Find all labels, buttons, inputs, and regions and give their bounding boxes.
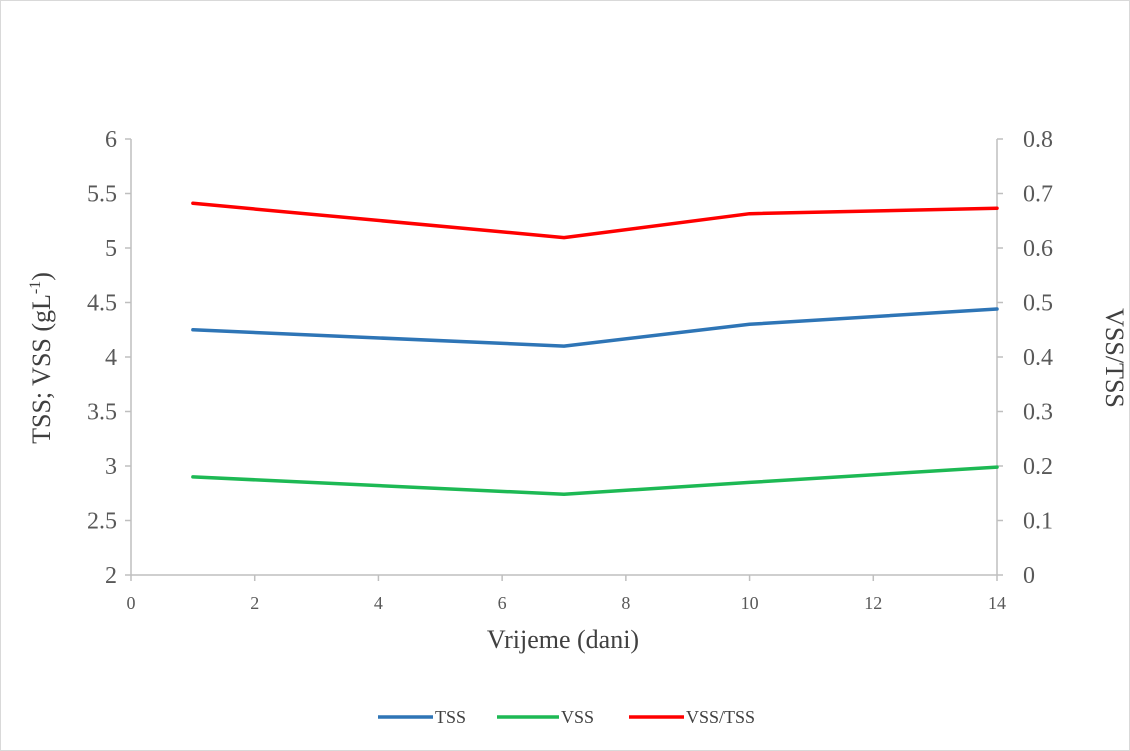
y-tick-label: 2 [105, 563, 117, 589]
x-tick-label: 14 [988, 593, 1006, 613]
x-tick-label: 10 [741, 593, 759, 613]
y2-tick-label: 0.6 [1023, 236, 1053, 262]
legend-item-tss: TSS [378, 707, 466, 727]
x-tick-label: 2 [250, 593, 259, 613]
y-axis-title-superscript: -1 [27, 281, 44, 294]
x-tick-label: 6 [498, 593, 507, 613]
y2-tick-label: 0.3 [1023, 400, 1053, 426]
y2-tick-label: 0.7 [1023, 182, 1053, 208]
x-tick-label: 0 [127, 593, 136, 613]
y2-tick-label: 0.4 [1023, 345, 1053, 371]
axis-labels: Vrijeme (dani) TSS; VSS (gL-1) VSS/TSS [27, 272, 1129, 654]
y-tick-label: 4 [105, 345, 117, 371]
y-tick-label: 4.5 [87, 291, 117, 317]
legend-label: VSS/TSS [686, 707, 755, 727]
y-tick-label: 6 [105, 127, 117, 153]
x-tick-label: 4 [374, 593, 383, 613]
y-axis-title-main: TSS; VSS (gL [27, 294, 56, 444]
y-tick-label: 3 [105, 454, 117, 480]
series-line-vss-tss [191, 201, 999, 240]
y2-tick-label: 0.8 [1023, 127, 1053, 153]
legend-label: VSS [561, 707, 594, 727]
series-line-vss [191, 465, 999, 497]
series-line-tss [191, 307, 999, 348]
series-vss-tss [191, 201, 999, 240]
y-axis-title-suffix: ) [27, 272, 56, 281]
x-axis-title: Vrijeme (dani) [487, 625, 639, 654]
legend-item-vss-tss: VSS/TSS [629, 707, 755, 727]
y-tick-label: 5.5 [87, 182, 117, 208]
x-tick-label: 12 [864, 593, 882, 613]
series-tss [191, 307, 999, 348]
y-tick-label: 3.5 [87, 400, 117, 426]
y-tick-label: 5 [105, 236, 117, 262]
y2-tick-label: 0.2 [1023, 454, 1053, 480]
y2-tick-label: 0.5 [1023, 291, 1053, 317]
series-vss [191, 465, 999, 497]
x-tick-label: 8 [621, 593, 630, 613]
y-axis-title: TSS; VSS (gL-1) [27, 272, 56, 444]
y2-tick-label: 0 [1023, 563, 1035, 589]
legend-item-vss: VSS [497, 707, 594, 727]
legend: TSS VSS VSS/TSS [378, 707, 755, 727]
series-layer [191, 201, 999, 497]
legend-label: TSS [435, 707, 466, 727]
y2-tick-label: 0.1 [1023, 509, 1053, 535]
y-tick-label: 2.5 [87, 509, 117, 535]
axes: 2 2.5 3 3.5 4 4.5 5 5.5 6 0 0.1 0.2 0.3 0.4 0.5 0.6 0.7 0… [87, 127, 1053, 613]
y2-axis-title: VSS/TSS [1100, 308, 1129, 408]
